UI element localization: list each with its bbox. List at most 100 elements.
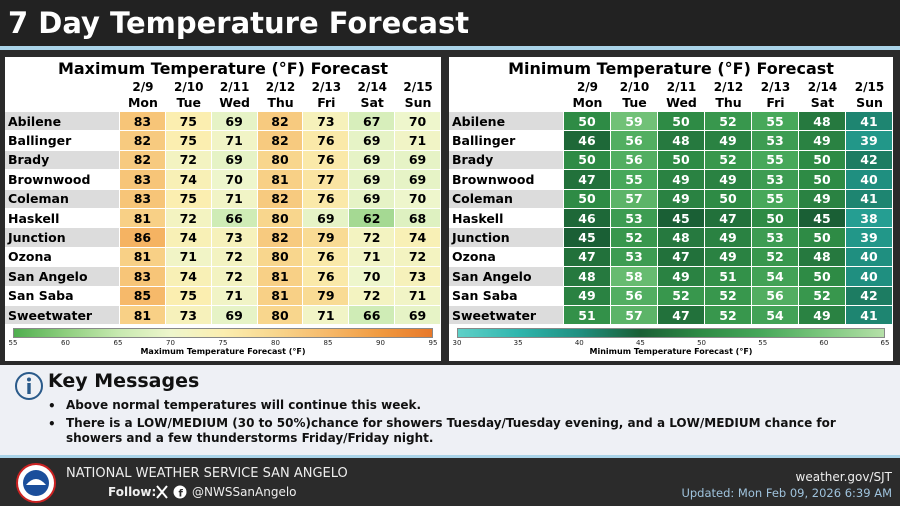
city-name: Ballinger — [449, 131, 564, 151]
temperature-cell: 45 — [799, 209, 846, 229]
temperature-cell: 62 — [349, 209, 396, 229]
city-name: San Saba — [449, 286, 564, 306]
temperature-cell: 81 — [120, 247, 166, 268]
temperature-cell: 53 — [611, 247, 658, 268]
temperature-cell: 77 — [303, 170, 350, 190]
temperature-cell: 83 — [120, 112, 166, 132]
temperature-cell: 72 — [211, 267, 258, 287]
city-name: San Angelo — [5, 267, 120, 287]
temperature-cell: 74 — [165, 170, 212, 190]
colorbar-tick: 65 — [880, 339, 890, 348]
temperature-cell: 53 — [752, 131, 799, 151]
bullet: • — [48, 417, 56, 431]
temperature-cell: 81 — [120, 209, 166, 229]
temperature-cell: 69 — [349, 131, 396, 151]
day-header: Tue — [165, 94, 212, 111]
updated-time: Updated: Mon Feb 09, 2026 6:39 AM — [681, 486, 892, 500]
temperature-cell: 82 — [120, 131, 166, 151]
day-header: Thu — [705, 94, 752, 111]
temperature-cell: 52 — [658, 286, 705, 306]
temperature-cell: 72 — [395, 247, 441, 268]
temperature-cell: 70 — [349, 267, 396, 287]
day-header: Sun — [395, 94, 441, 111]
follow-label: Follow: — [108, 485, 157, 499]
temperature-cell: 52 — [799, 286, 846, 306]
temperature-cell: 48 — [564, 267, 611, 287]
colorbar — [13, 328, 433, 339]
temperature-cell: 42 — [846, 286, 893, 306]
temperature-cell: 47 — [564, 247, 611, 268]
temperature-cell: 56 — [752, 286, 799, 306]
day-header: Thu — [257, 94, 304, 111]
temperature-cell: 67 — [349, 112, 396, 132]
nws-logo — [16, 463, 56, 503]
temperature-cell: 54 — [752, 306, 799, 326]
day-header: Mon — [120, 94, 166, 111]
temperature-cell: 45 — [658, 209, 705, 229]
day-header: Sat — [349, 94, 396, 111]
temperature-cell: 69 — [211, 306, 258, 326]
temperature-cell: 47 — [658, 306, 705, 326]
temperature-cell: 49 — [564, 286, 611, 306]
colorbar-tick: 70 — [166, 339, 175, 348]
temperature-cell: 55 — [752, 150, 799, 171]
temperature-cell: 46 — [564, 209, 611, 229]
temperature-cell: 53 — [611, 209, 658, 229]
temperature-cell: 55 — [611, 170, 658, 190]
temperature-cell: 47 — [705, 209, 752, 229]
temperature-cell: 48 — [658, 131, 705, 151]
social-icons: f — [156, 485, 187, 499]
day-header: Wed — [658, 94, 705, 111]
day-header: Sun — [846, 94, 893, 111]
temperature-cell: 76 — [303, 267, 350, 287]
temperature-cell: 50 — [799, 228, 846, 248]
temperature-cell: 76 — [303, 189, 350, 209]
temperature-cell: 71 — [211, 286, 258, 306]
temperature-cell: 71 — [211, 189, 258, 209]
social-handle[interactable]: @NWSSanAngelo — [192, 485, 297, 499]
temperature-cell: 49 — [799, 189, 846, 209]
temperature-cell: 72 — [211, 247, 258, 268]
colorbar-tick: 90 — [376, 339, 385, 348]
temperature-cell: 73 — [211, 228, 258, 248]
temperature-cell: 71 — [349, 247, 396, 268]
temperature-cell: 69 — [303, 209, 350, 229]
temperature-cell: 57 — [611, 306, 658, 326]
city-name: Ballinger — [5, 131, 120, 151]
temperature-cell: 54 — [752, 267, 799, 287]
divider — [0, 46, 900, 50]
website[interactable]: weather.gov/SJT — [795, 470, 892, 484]
temperature-cell: 40 — [846, 247, 893, 268]
temperature-cell: 50 — [564, 189, 611, 209]
temperature-cell: 69 — [211, 112, 258, 132]
temperature-cell: 71 — [395, 131, 441, 151]
date-header: 2/15 — [846, 79, 893, 95]
temperature-cell: 80 — [257, 150, 304, 171]
temperature-cell: 40 — [846, 170, 893, 190]
date-header: 2/14 — [349, 79, 396, 95]
temperature-cell: 83 — [120, 170, 166, 190]
temperature-cell: 70 — [211, 170, 258, 190]
temperature-cell: 53 — [752, 170, 799, 190]
bullet: • — [48, 399, 56, 413]
date-header: 2/10 — [611, 79, 658, 95]
key-messages: Key Messages • Above normal temperatures… — [0, 365, 900, 455]
date-header: 2/15 — [395, 79, 441, 95]
temperature-cell: 76 — [303, 150, 350, 171]
temperature-cell: 50 — [564, 150, 611, 171]
temperature-cell: 79 — [303, 286, 350, 306]
page-title: 7 Day Temperature Forecast — [0, 0, 900, 46]
table-title: Minimum Temperature (°F) Forecast — [508, 59, 834, 78]
temperature-cell: 49 — [658, 170, 705, 190]
temperature-cell: 51 — [705, 267, 752, 287]
date-header: 2/13 — [303, 79, 350, 95]
temperature-cell: 59 — [611, 112, 658, 132]
temperature-cell: 52 — [752, 247, 799, 268]
temperature-cell: 47 — [658, 247, 705, 268]
date-header: 2/11 — [658, 79, 705, 95]
temperature-cell: 49 — [705, 131, 752, 151]
colorbar-label: Maximum Temperature Forecast (°F) — [140, 347, 306, 357]
city-name: Brady — [449, 150, 564, 171]
temperature-cell: 70 — [395, 189, 441, 209]
